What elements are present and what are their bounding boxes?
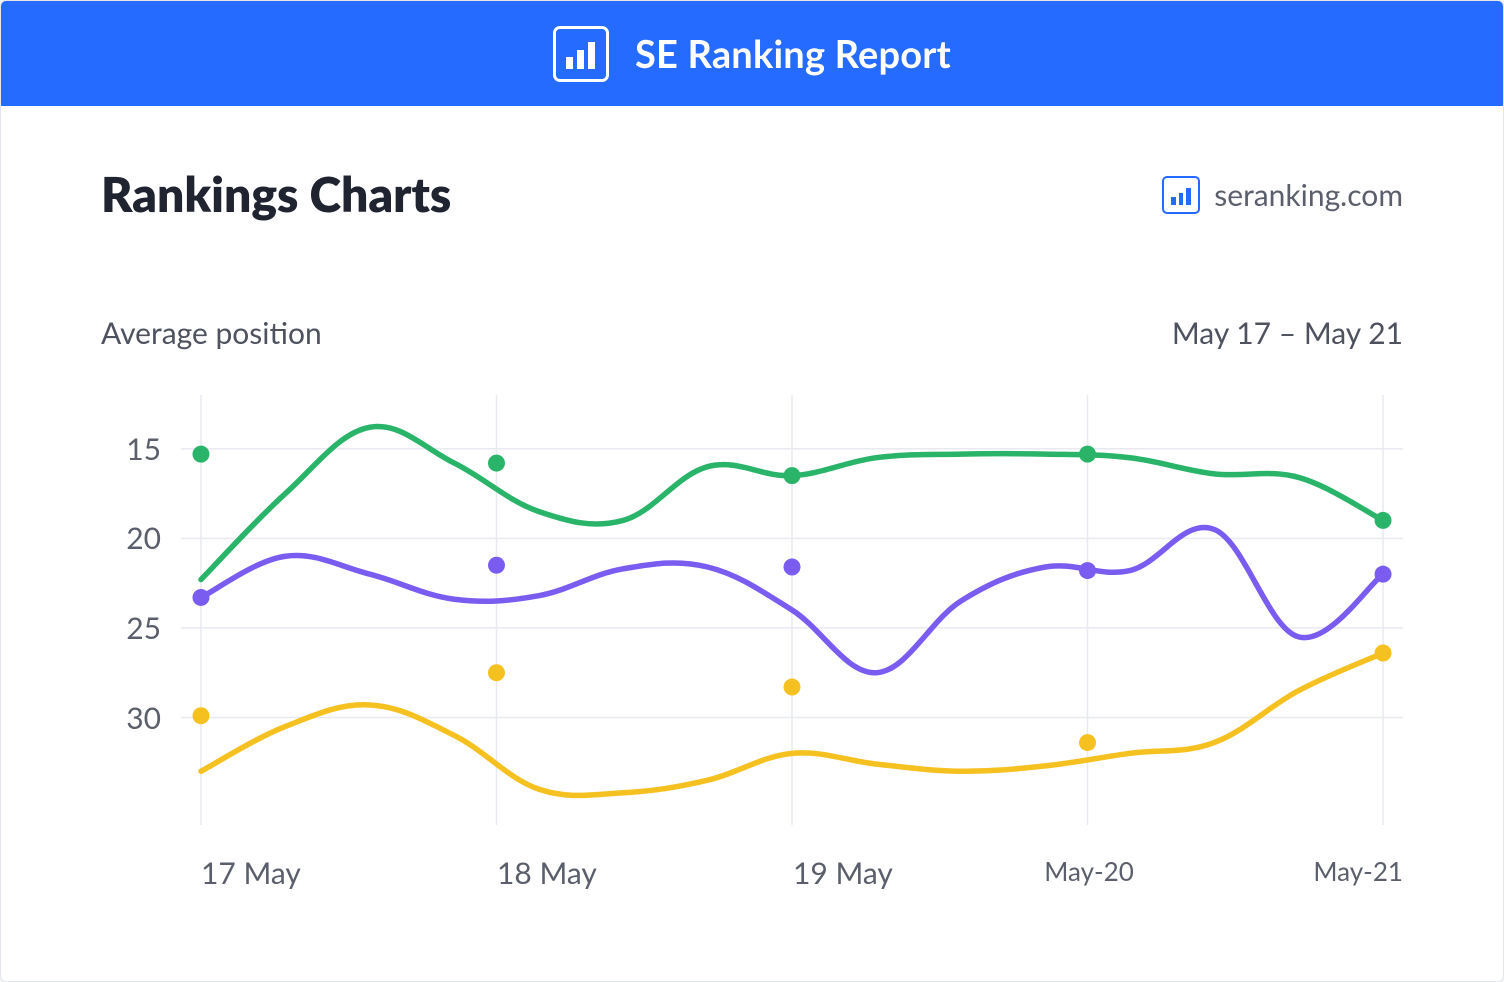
brand-badge: seranking.com [1162,176,1403,214]
brand-label: seranking.com [1214,177,1403,213]
rankings-chart: 15 20 25 30 17 May 18 May 19 May May-20 May-21 [101,395,1403,895]
x-tick-label: 17 May [201,855,301,891]
y-tick-label: 20 [126,520,161,556]
chart-subtitle-right: May 17 – May 21 [1172,315,1403,351]
y-tick-label: 25 [126,610,161,646]
brand-logo-icon [1162,176,1200,214]
x-tick-label: May-21 [1313,855,1403,887]
x-tick-label: May-20 [1044,855,1134,887]
chart-subtitle-left: Average position [101,315,322,351]
header-title: SE Ranking Report [635,31,951,77]
x-tick-label: 19 May [793,855,893,891]
page-title: Rankings Charts [101,166,451,223]
x-tick-label: 18 May [497,855,597,891]
y-tick-label: 30 [126,700,161,736]
logo-icon [553,26,609,82]
header-bar: SE Ranking Report [1,1,1503,106]
y-tick-label: 15 [126,431,161,467]
